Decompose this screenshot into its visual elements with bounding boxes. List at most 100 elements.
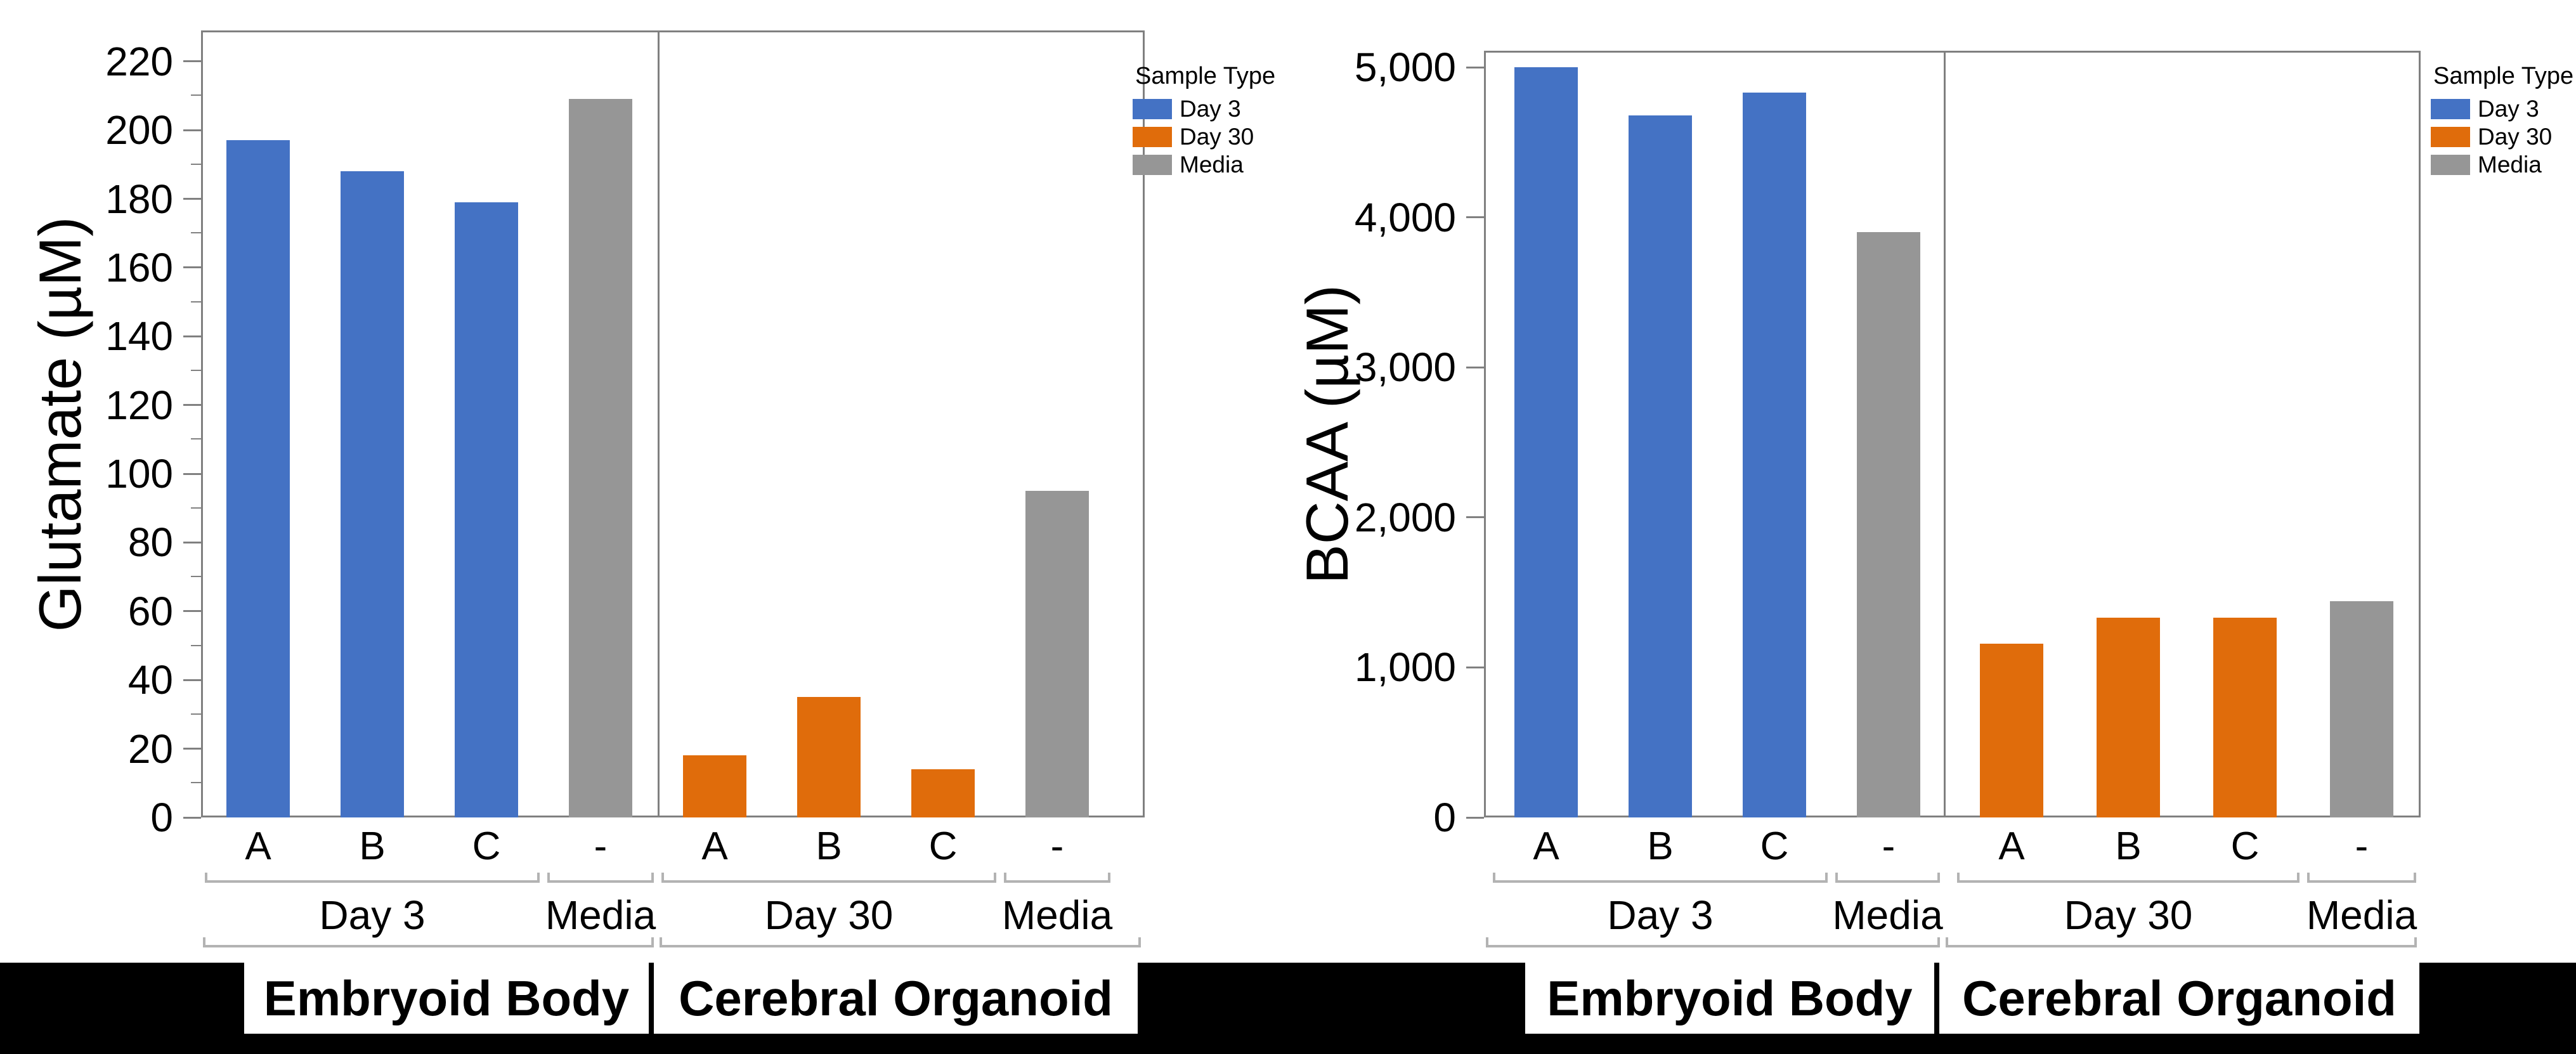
subgroup-label-day-30: Day 30 (2064, 892, 2193, 938)
category-label-c: C (928, 824, 958, 868)
y-major-tick (183, 816, 201, 819)
subgroup-bracket-day-3 (1493, 873, 1828, 883)
category-label-a: A (245, 824, 271, 868)
subgroup-label-day-3: Day 3 (319, 892, 426, 938)
y-major-tick (183, 679, 201, 681)
group-bracket-embryoid-body (203, 937, 654, 947)
legend-swatch-day-30 (1133, 127, 1172, 147)
y-major-tick (1466, 66, 1484, 68)
subgroup-bracket-media (1004, 873, 1110, 883)
group-label-cerebral-organoid: Cerebral Organoid (1939, 963, 2419, 1034)
bar-day-30-a (1980, 643, 2043, 817)
category-label-a: A (1533, 824, 1559, 868)
y-tick-label: 5,000 (1354, 44, 1456, 91)
legend-label-day-30: Day 30 (2478, 124, 2553, 150)
subgroup-bracket-day-30 (1957, 873, 2300, 883)
y-minor-tick (191, 94, 201, 96)
legend-label-day-3: Day 3 (2478, 96, 2539, 122)
y-major-tick (1466, 366, 1484, 368)
bar-day-3-c (1743, 93, 1806, 817)
y-axis-title: BCAA (µM) (1294, 284, 1360, 584)
y-major-tick (183, 60, 201, 63)
subgroup-bracket-media (2307, 873, 2416, 883)
legend-swatch-media (2431, 155, 2470, 175)
category-label-b: B (816, 824, 842, 868)
plot-frame (1484, 51, 2421, 817)
category-label-c: C (2230, 824, 2260, 868)
subgroup-label-day-30: Day 30 (764, 892, 894, 938)
bar-day-3-c (455, 202, 518, 817)
panel-divider (658, 30, 660, 817)
y-major-tick (1466, 216, 1484, 219)
legend-swatch-media (1133, 155, 1172, 175)
category-label-dash: - (1050, 824, 1064, 868)
group-bracket-cerebral-organoid (660, 937, 1141, 947)
y-major-tick (1466, 516, 1484, 519)
category-label-b: B (2115, 824, 2142, 868)
subgroup-bracket-day-30 (661, 873, 996, 883)
y-tick-label: 120 (105, 382, 173, 428)
category-label-b: B (1647, 824, 1674, 868)
plot-frame (201, 30, 1145, 817)
legend-label-media: Media (1180, 152, 1244, 178)
subgroup-label-media: Media (1832, 892, 1943, 938)
legend: Sample Type Day 3 Day 30 Media (1133, 62, 1323, 202)
subgroup-bracket-media (1835, 873, 1940, 883)
subgroup-label-media: Media (1001, 892, 1113, 938)
category-label-dash: - (2355, 824, 2369, 868)
y-minor-tick (191, 438, 201, 440)
y-minor-tick (191, 644, 201, 646)
y-tick-label: 140 (105, 313, 173, 360)
y-major-tick (1466, 666, 1484, 668)
y-tick-label: 1,000 (1354, 644, 1456, 691)
y-tick-label: 0 (150, 795, 173, 840)
bar-day-30-c (911, 769, 975, 817)
legend-label-media: Media (2478, 152, 2542, 178)
group-label-cerebral-organoid: Cerebral Organoid (654, 963, 1138, 1034)
y-tick-label: 160 (105, 244, 173, 290)
group-bracket-embryoid-body (1486, 937, 1940, 947)
y-minor-tick (191, 576, 201, 578)
bar-day-30-a (683, 755, 746, 817)
legend-swatch-day-3 (1133, 99, 1172, 119)
y-tick-label: 3,000 (1354, 344, 1456, 391)
y-tick-label: 20 (127, 725, 173, 772)
legend: Sample Type Day 3 Day 30 Media (2431, 62, 2576, 202)
bar-day-3-b (341, 171, 404, 817)
y-tick-label: 180 (105, 176, 173, 222)
y-tick-label: 100 (105, 451, 173, 497)
y-major-tick (183, 404, 201, 407)
category-label-c: C (1760, 824, 1789, 868)
group-label-embryoid-body: Embryoid Body (244, 963, 649, 1034)
group-bracket-cerebral-organoid (1946, 937, 2417, 947)
y-major-tick (183, 610, 201, 613)
y-tick-label: 0 (1433, 795, 1456, 840)
category-label-b: B (359, 824, 386, 868)
y-major-tick (183, 129, 201, 131)
bar-media-dash (569, 99, 632, 817)
y-major-tick (183, 541, 201, 543)
panel-divider (1944, 51, 1946, 817)
bar-media-dash (1025, 491, 1089, 817)
category-label-c: C (472, 824, 501, 868)
y-major-tick (183, 198, 201, 200)
category-label-a: A (701, 824, 728, 868)
category-label-dash: - (1882, 824, 1896, 868)
y-minor-tick (191, 507, 201, 509)
bar-day-30-c (2213, 618, 2277, 817)
y-tick-label: 220 (105, 38, 173, 84)
bar-day-3-b (1629, 115, 1692, 817)
y-major-tick (183, 266, 201, 269)
subgroup-bracket-media (547, 873, 654, 883)
subgroup-label-media: Media (545, 892, 656, 938)
bar-day-30-b (797, 697, 861, 817)
y-tick-label: 40 (127, 657, 173, 703)
y-tick-label: 2,000 (1354, 494, 1456, 540)
group-label-embryoid-body: Embryoid Body (1525, 963, 1934, 1034)
y-minor-tick (191, 163, 201, 165)
y-minor-tick (191, 232, 201, 234)
y-tick-label: 4,000 (1354, 194, 1456, 240)
